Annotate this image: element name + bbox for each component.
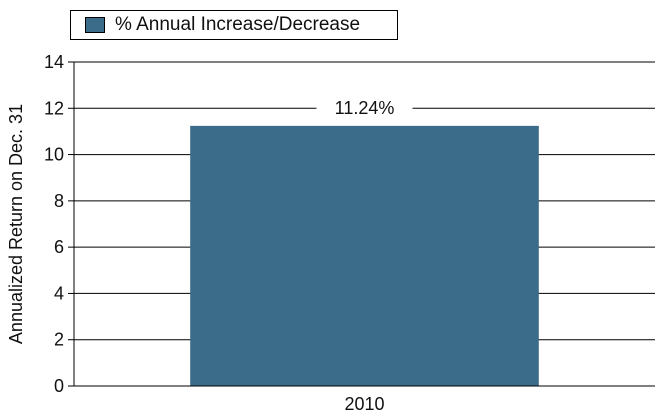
y-tick-label: 12 (44, 98, 64, 118)
y-tick-label: 2 (54, 330, 64, 350)
legend-label: % Annual Increase/Decrease (115, 14, 361, 35)
y-tick-label: 0 (54, 376, 64, 396)
data-label: 11.24% (335, 98, 395, 118)
legend-swatch (85, 17, 105, 33)
data-label-bg (316, 97, 413, 118)
legend: % Annual Increase/Decrease (70, 10, 398, 40)
y-tick-label: 14 (44, 52, 64, 72)
y-tick-label: 6 (54, 237, 64, 257)
bar-2010 (190, 125, 539, 387)
y-tick-labels: 0 2 4 6 8 10 12 14 (44, 52, 74, 396)
y-tick-label: 10 (44, 145, 64, 165)
y-tick-label: 4 (54, 283, 64, 303)
axes (73, 62, 655, 387)
x-tick-label: 2010 (344, 394, 384, 414)
bars (190, 125, 539, 387)
y-tick-label: 8 (54, 191, 64, 211)
x-tick-labels: 2010 (344, 394, 384, 414)
y-axis-title: Annualized Return on Dec. 31 (6, 104, 26, 344)
data-labels: 11.24% (316, 97, 413, 118)
